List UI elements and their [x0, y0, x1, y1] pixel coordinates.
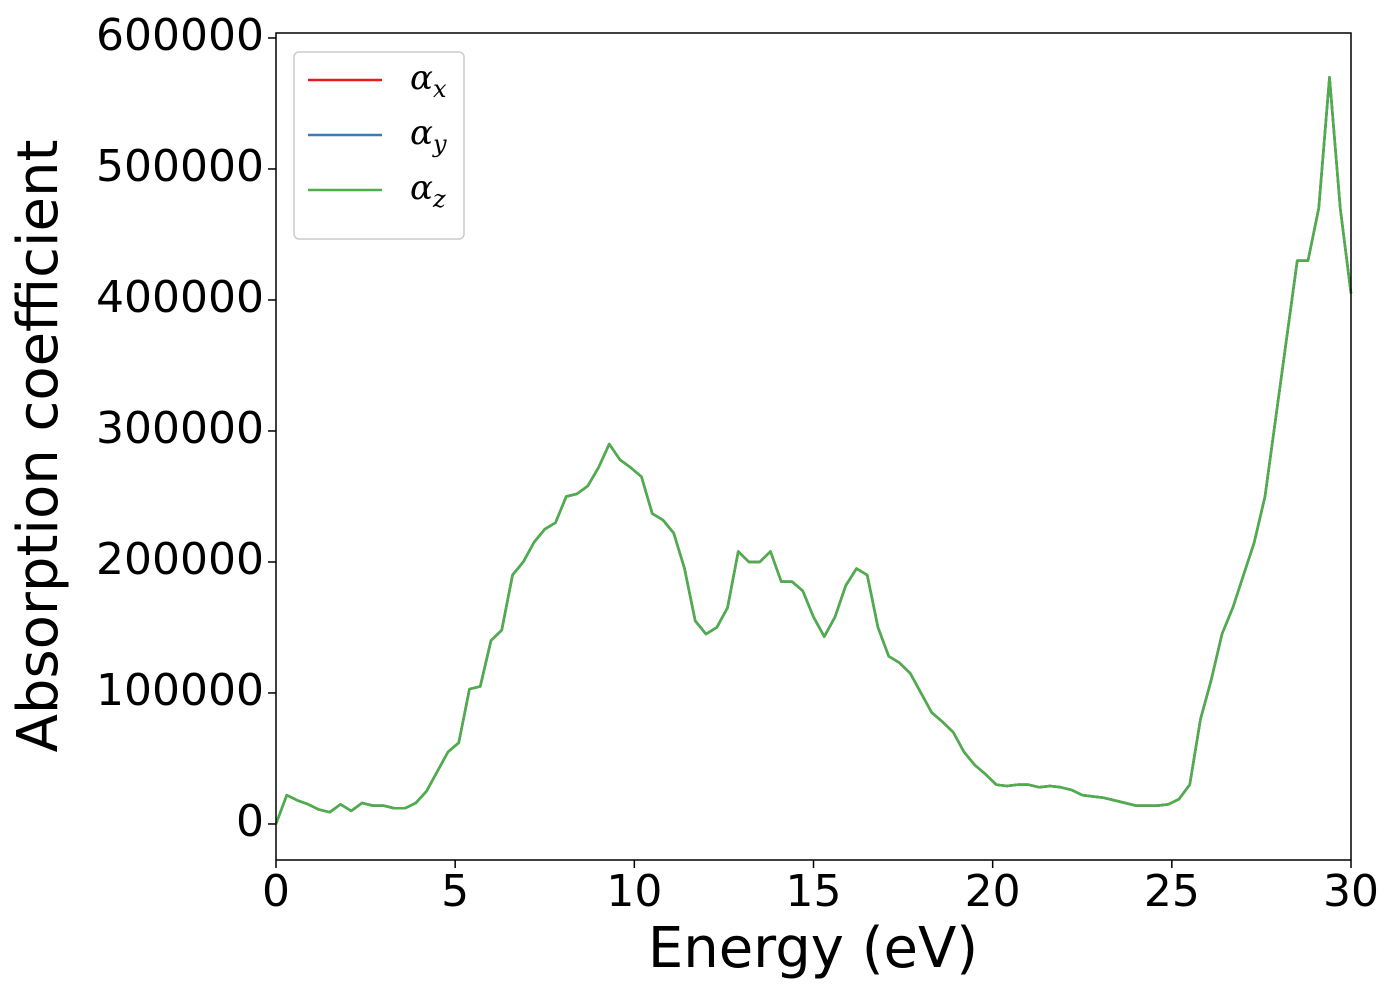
x-tick-label: 15	[786, 866, 842, 917]
y-axis-label: Absorption coefficient	[6, 140, 71, 753]
plot-frame	[275, 32, 1352, 861]
x-tick-label: 0	[262, 866, 290, 917]
x-tick-label: 20	[965, 866, 1021, 917]
y-tick-label: 300000	[96, 403, 264, 454]
y-tick-label: 0	[236, 796, 264, 847]
series-line	[274, 76, 1353, 825]
y-tick-label: 600000	[96, 10, 264, 61]
y-tick-label: 400000	[96, 272, 264, 323]
x-tick-label: 25	[1144, 866, 1200, 917]
y-tick-label: 200000	[96, 534, 264, 585]
legend-box	[293, 51, 465, 240]
x-tick-label: 10	[606, 866, 662, 917]
y-tick-label: 500000	[96, 141, 264, 192]
x-tick-label: 30	[1323, 866, 1379, 917]
x-axis-label: Energy (eV)	[648, 916, 978, 981]
y-tick-label: 100000	[96, 665, 264, 716]
x-tick-label: 5	[441, 866, 469, 917]
